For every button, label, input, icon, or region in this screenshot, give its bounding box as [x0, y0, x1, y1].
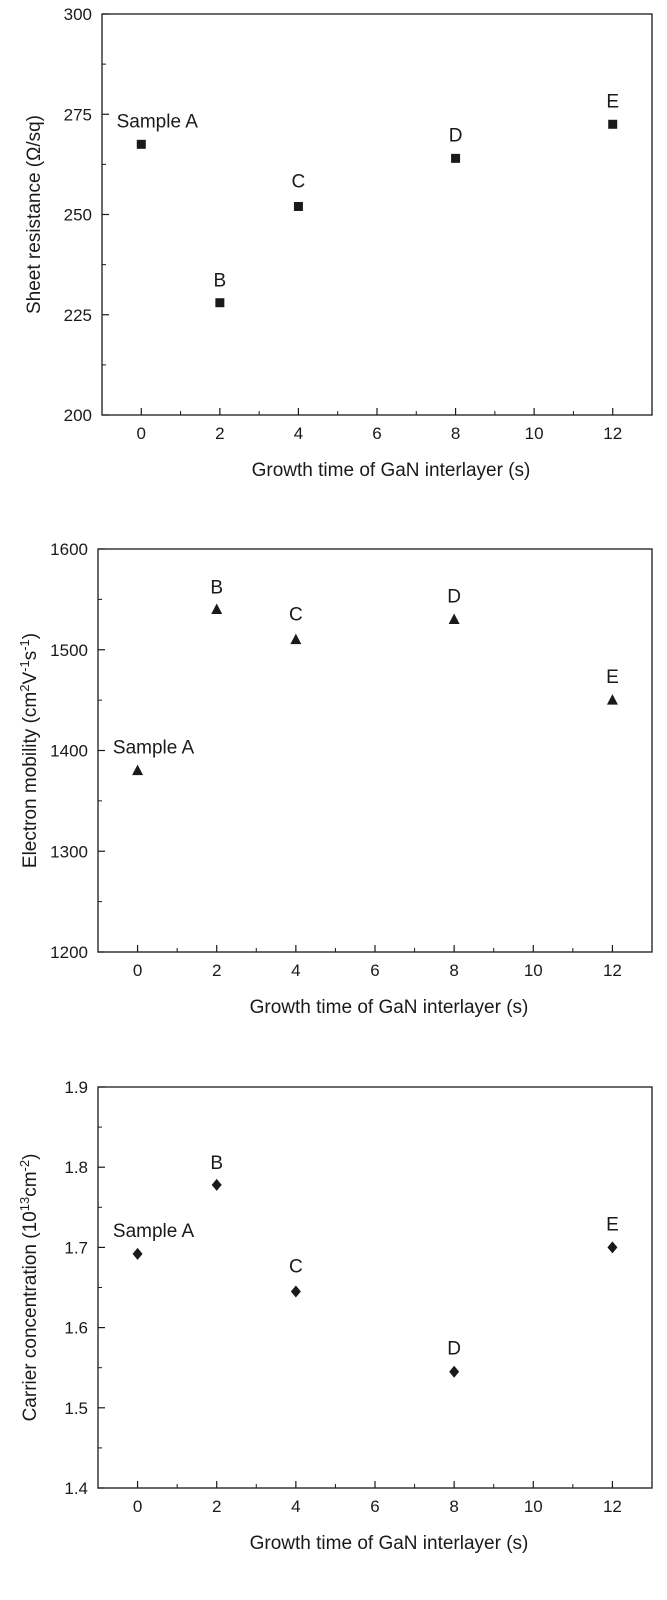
sheet-resistance-point-c — [293, 201, 303, 211]
electron-mobility-point-sample-a — [132, 764, 144, 776]
carrier-concentration-x-tick-label: 6 — [370, 1497, 379, 1516]
carrier-concentration-y-axis-title: Carrier concentration (1013cm-2) — [17, 1154, 42, 1422]
electron-mobility-point-label-sample-a: Sample A — [113, 738, 195, 759]
carrier-concentration-point-e — [607, 1241, 618, 1254]
carrier-concentration-point-label-e: E — [606, 1214, 619, 1235]
carrier-concentration-y-tick-label: 1.4 — [64, 1479, 88, 1498]
electron-mobility-y-tick-label: 1300 — [50, 842, 88, 861]
sheet-resistance-panel: 0 2 4 6 8 10 12 200 225 250 275 300 Growth time of G… — [24, 5, 653, 481]
sheet-resistance-y-tick-label: 225 — [64, 306, 92, 325]
carrier-concentration-x-tick-label: 8 — [449, 1497, 458, 1516]
sheet-resistance-point-label-d: D — [449, 125, 463, 146]
carrier-concentration-point-label-b: B — [210, 1153, 223, 1174]
carrier-concentration-x-tick-label: 0 — [133, 1497, 142, 1516]
sheet-resistance-point-label-sample-a: Sample A — [117, 111, 199, 132]
sheet-resistance-point-d — [451, 153, 461, 163]
carrier-concentration-x-tick-label: 4 — [291, 1497, 300, 1516]
electron-mobility-point-b — [211, 603, 223, 614]
carrier-concentration-point-b — [211, 1178, 222, 1191]
sheet-resistance-x-tick-label: 2 — [215, 424, 224, 443]
electron-mobility-point-label-b: B — [210, 577, 223, 598]
carrier-concentration-y-tick-label: 1.9 — [64, 1078, 88, 1097]
sheet-resistance-y-tick-label: 300 — [64, 5, 92, 24]
sheet-resistance-x-tick-label: 12 — [603, 424, 622, 443]
sheet-resistance-y-tick-label: 250 — [64, 206, 92, 225]
sheet-resistance-y-axis-title: Sheet resistance (Ω/sq) — [24, 115, 45, 314]
electron-mobility-x-tick-label: 2 — [212, 961, 221, 980]
sheet-resistance-x-tick-label: 4 — [294, 424, 303, 443]
sheet-resistance-point-label-c: C — [292, 171, 306, 192]
sheet-resistance-x-tick-label: 0 — [137, 424, 146, 443]
electron-mobility-y-tick-label: 1600 — [50, 540, 88, 559]
sheet-resistance-x-tick-label: 8 — [451, 424, 460, 443]
carrier-concentration-x-tick-label: 2 — [212, 1497, 221, 1516]
carrier-concentration-point-label-c: C — [289, 1257, 303, 1278]
electron-mobility-x-tick-label: 6 — [370, 961, 379, 980]
carrier-concentration-plot-frame — [97, 1086, 653, 1489]
carrier-concentration-point-c — [290, 1285, 301, 1298]
carrier-concentration-x-axis-title: Growth time of GaN interlayer (s) — [250, 1533, 529, 1554]
sheet-resistance-point-e — [608, 119, 618, 129]
electron-mobility-panel: 0 2 4 6 8 10 12 1200 1300 1400 1500 1600 Growth time… — [17, 540, 653, 1018]
carrier-concentration-point-label-sample-a: Sample A — [113, 1221, 195, 1242]
carrier-concentration-x-tick-label: 12 — [603, 1497, 622, 1516]
sheet-resistance-x-tick-label: 10 — [525, 424, 544, 443]
electron-mobility-x-axis-title: Growth time of GaN interlayer (s) — [250, 997, 529, 1018]
electron-mobility-point-c — [290, 633, 302, 645]
sheet-resistance-plot-frame — [101, 13, 653, 416]
carrier-concentration-point-d — [449, 1365, 460, 1378]
electron-mobility-point-label-e: E — [606, 667, 619, 688]
electron-mobility-point-label-c: C — [289, 605, 303, 626]
sheet-resistance-point-sample-a — [136, 139, 146, 149]
sheet-resistance-y-tick-label: 200 — [64, 406, 92, 425]
sheet-resistance-point-label-b: B — [214, 271, 227, 292]
electron-mobility-x-tick-label: 10 — [524, 961, 543, 980]
sheet-resistance-point-label-e: E — [606, 91, 619, 112]
electron-mobility-x-tick-label: 12 — [603, 961, 622, 980]
sheet-resistance-x-tick-label: 6 — [372, 424, 381, 443]
electron-mobility-y-tick-label: 1200 — [50, 943, 88, 962]
electron-mobility-y-axis-title: Electron mobility (cm2V-1s-1) — [17, 633, 42, 868]
carrier-concentration-x-tick-label: 10 — [524, 1497, 543, 1516]
electron-mobility-y-tick-label: 1400 — [50, 742, 88, 761]
sheet-resistance-y-tick-label: 275 — [64, 105, 92, 124]
carrier-concentration-y-tick-label: 1.7 — [64, 1238, 88, 1257]
sheet-resistance-x-axis-title: Growth time of GaN interlayer (s) — [252, 460, 531, 481]
carrier-concentration-point-sample-a — [132, 1247, 143, 1260]
electron-mobility-x-tick-label: 8 — [449, 961, 458, 980]
electron-mobility-point-e — [606, 694, 618, 705]
electron-mobility-point-label-d: D — [447, 587, 461, 608]
electron-mobility-y-tick-label: 1500 — [50, 641, 88, 660]
electron-mobility-x-tick-label: 4 — [291, 961, 300, 980]
carrier-concentration-y-tick-label: 1.5 — [64, 1399, 88, 1418]
carrier-concentration-point-label-d: D — [447, 1339, 461, 1360]
electron-mobility-point-d — [448, 613, 460, 625]
electron-mobility-x-tick-label: 0 — [133, 961, 142, 980]
sheet-resistance-point-b — [215, 298, 225, 308]
carrier-concentration-y-tick-label: 1.8 — [64, 1158, 88, 1177]
carrier-concentration-panel: 0 2 4 6 8 10 12 1.4 1.5 1.6 1.7 1.8 1.9 Growth time o… — [17, 1078, 653, 1554]
carrier-concentration-y-tick-label: 1.6 — [64, 1319, 88, 1338]
